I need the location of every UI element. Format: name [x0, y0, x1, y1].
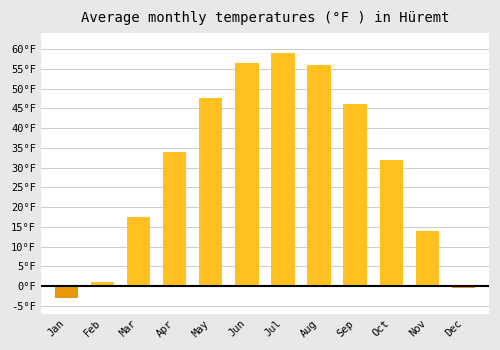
Bar	[452, 286, 475, 288]
Bar	[235, 63, 258, 286]
Bar	[90, 282, 114, 286]
Bar	[127, 217, 150, 286]
Bar	[416, 231, 439, 286]
Bar	[272, 53, 294, 286]
Title: Average monthly temperatures (°F ) in Hüremt: Average monthly temperatures (°F ) in Hü…	[80, 11, 449, 25]
Bar	[163, 152, 186, 286]
Bar	[54, 286, 78, 298]
Bar	[380, 160, 403, 286]
Bar	[308, 65, 331, 286]
Bar	[344, 104, 367, 286]
Bar	[199, 98, 222, 286]
